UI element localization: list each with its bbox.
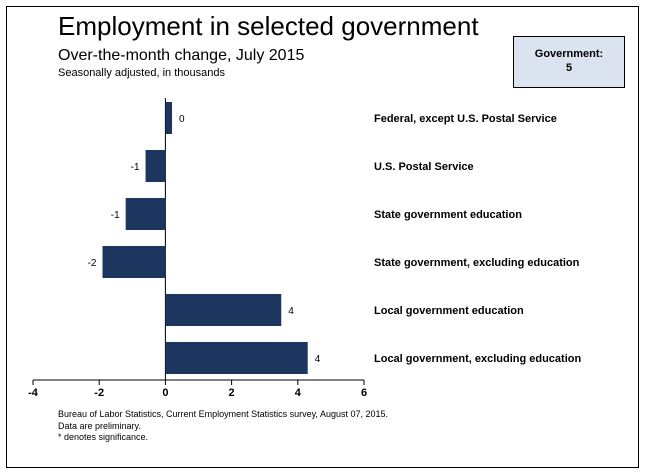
- category-label: Federal, except U.S. Postal Service: [374, 113, 557, 125]
- category-label: Local government, excluding education: [374, 353, 581, 365]
- category-label: U.S. Postal Service: [374, 161, 474, 173]
- total-badge: Government: 5: [513, 36, 625, 88]
- chart-footer: Bureau of Labor Statistics, Current Empl…: [58, 409, 388, 444]
- x-tick-label: -4: [28, 387, 39, 399]
- source-note: Bureau of Labor Statistics, Current Empl…: [58, 409, 388, 419]
- x-tick-label: -2: [94, 387, 104, 399]
- chart-note: Seasonally adjusted, in thousands: [58, 67, 225, 79]
- x-tick-label: 2: [229, 387, 235, 399]
- bar: [102, 246, 166, 278]
- bar: [165, 102, 173, 134]
- bar-value-label: 0: [179, 114, 185, 125]
- bar-value-label: 4: [288, 306, 294, 317]
- bar: [125, 198, 166, 230]
- x-tick-label: 6: [361, 387, 367, 399]
- bar-value-label: 4: [315, 354, 321, 365]
- category-label: State government, excluding education: [374, 257, 580, 269]
- significance-note: * denotes significance.: [58, 432, 149, 442]
- chart-subtitle: Over-the-month change, July 2015: [58, 47, 305, 64]
- bar-value-label: -1: [111, 210, 120, 221]
- bar: [165, 294, 282, 326]
- total-badge-value: 5: [565, 62, 573, 74]
- x-tick-label: 0: [162, 387, 168, 399]
- total-badge-label: Government:: [534, 48, 604, 61]
- bar-value-label: -1: [131, 162, 140, 173]
- chart-frame: [6, 6, 639, 468]
- chart-title: Employment in selected government: [58, 11, 479, 41]
- category-label: State government education: [374, 209, 522, 221]
- x-tick-label: 4: [295, 387, 302, 399]
- bar: [145, 150, 166, 182]
- preliminary-note: Data are preliminary.: [58, 420, 141, 431]
- category-label: Local government education: [374, 305, 524, 317]
- bar: [165, 342, 308, 374]
- bar-value-label: -2: [88, 258, 97, 269]
